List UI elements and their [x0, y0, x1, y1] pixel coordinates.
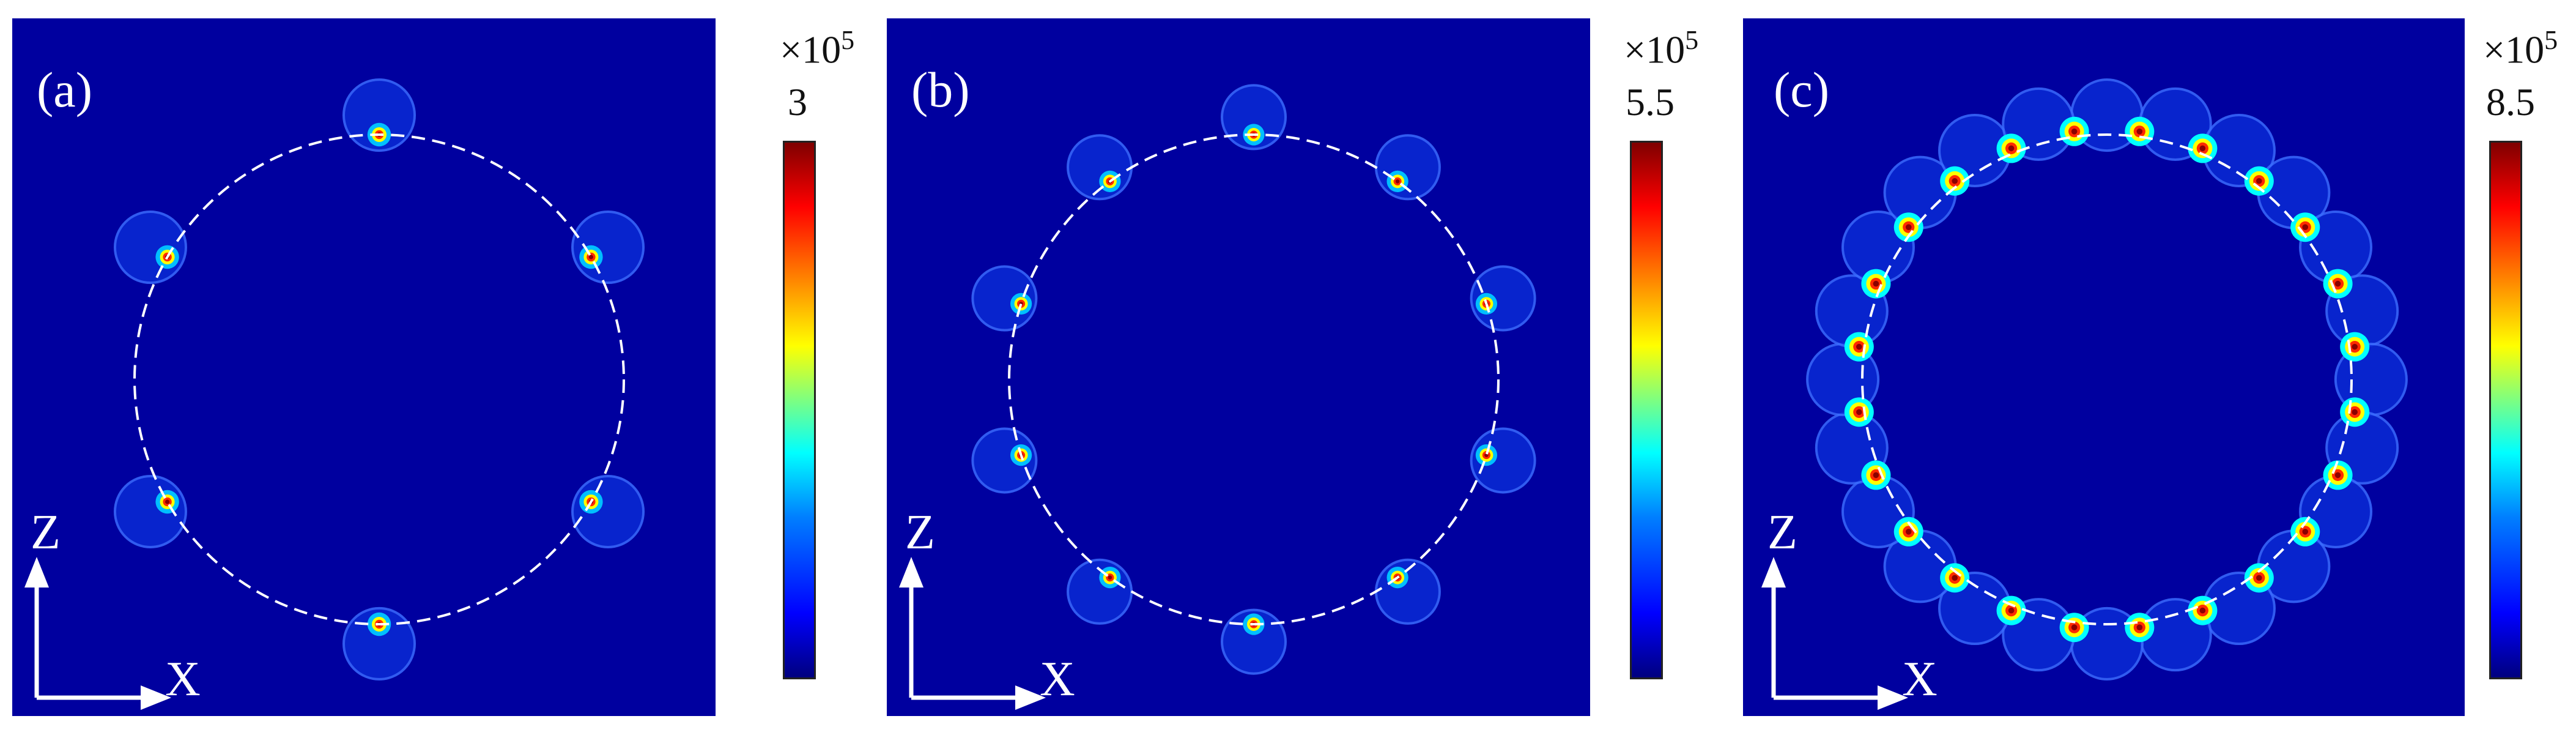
colorbar-multiplier: ×105: [1624, 25, 1699, 72]
colorbar: [1630, 141, 1663, 679]
hotspot: [1952, 575, 1958, 581]
hotspot: [588, 255, 594, 259]
hotspot: [1873, 280, 1879, 287]
nanoparticle: [113, 211, 187, 285]
hotspot: [2136, 128, 2143, 135]
field-map-c: [1743, 18, 2465, 716]
hotspot: [1905, 224, 1912, 230]
nanoparticle: [1221, 608, 1287, 675]
axis-arrows-icon: [899, 557, 1046, 710]
hotspot: [1395, 179, 1400, 184]
axis-x-label: X: [1902, 652, 1938, 706]
hotspot: [2334, 280, 2341, 287]
axis-z-label: Z: [905, 506, 935, 559]
field-map-a: [12, 18, 716, 716]
hotspot: [2352, 409, 2358, 416]
hotspot: [2256, 177, 2262, 184]
hotspot: [2071, 624, 2078, 631]
panel-label: (c): [1774, 62, 1830, 118]
ring-outline: [1008, 133, 1500, 625]
panel-b: (b) Z X ×105 5.5: [875, 18, 1703, 716]
axis-z-label: Z: [31, 506, 61, 559]
colorbar-multiplier: ×105: [2483, 25, 2558, 72]
panel-c: (c) Z X ×105 8.5: [1737, 18, 2566, 716]
field-map-b: [887, 18, 1590, 716]
axis-x-label: X: [1040, 652, 1075, 706]
ring-outline: [1861, 133, 2353, 625]
hotspot: [2008, 145, 2015, 152]
hotspot: [2008, 607, 2015, 614]
panel-a: (a) Z X ×105 3: [0, 18, 854, 716]
hotspot: [1873, 472, 1879, 479]
colorbar: [2489, 141, 2522, 679]
axis-x-label: X: [165, 652, 201, 706]
hotspot: [1856, 409, 1862, 416]
hotspot: [1905, 529, 1912, 535]
hotspot: [2352, 343, 2358, 350]
colorbar-max-label: 8.5: [2486, 80, 2535, 124]
colorbar-multiplier: ×105: [780, 25, 855, 72]
nanoparticle: [113, 474, 187, 548]
hotspot: [2199, 607, 2206, 614]
panel-label: (b): [911, 62, 970, 118]
hotspot: [1856, 343, 1862, 350]
axis-z-label: Z: [1767, 506, 1797, 559]
colorbar-max-label: 3: [788, 80, 807, 124]
hotspot: [2199, 145, 2206, 152]
hotspot: [165, 499, 170, 504]
colorbar-max-label: 5.5: [1626, 80, 1675, 124]
nanoparticle: [1221, 84, 1287, 151]
panel-label: (a): [37, 62, 93, 118]
nanoparticle-group: [1806, 78, 2408, 681]
axis-arrows-icon: [1761, 557, 1908, 710]
hotspot: [2256, 575, 2262, 581]
axis-arrows-icon: [24, 557, 171, 710]
hotspot: [2136, 624, 2143, 631]
hotspot: [2071, 128, 2078, 135]
colorbar: [783, 141, 816, 679]
ring-outline: [133, 133, 625, 625]
nanoparticle: [342, 606, 416, 681]
nanoparticle: [571, 474, 645, 548]
nanoparticle: [342, 78, 416, 152]
hotspot: [2302, 224, 2309, 230]
hotspot: [1108, 575, 1112, 580]
hotspot: [2302, 529, 2309, 535]
nanoparticle: [571, 211, 645, 285]
hotspot: [1952, 177, 1958, 184]
hotspot: [2334, 472, 2341, 479]
